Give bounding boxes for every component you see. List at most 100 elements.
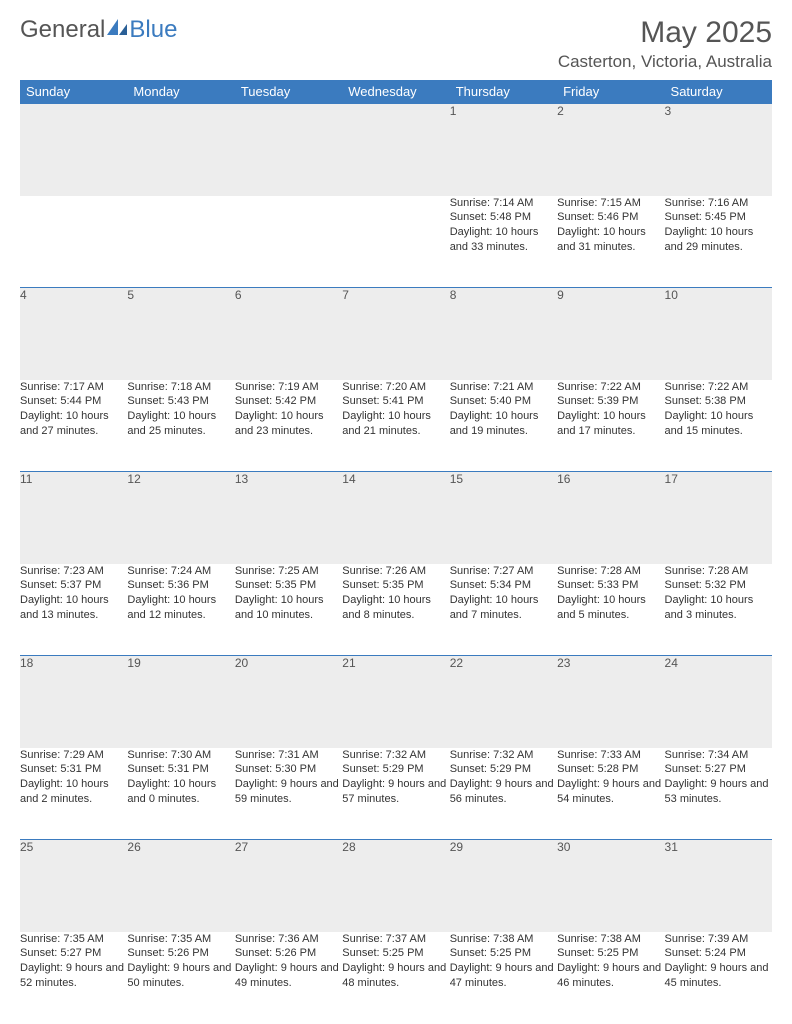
day-body-cell: Sunrise: 7:18 AMSunset: 5:43 PMDaylight:…	[127, 380, 234, 472]
sunset-line: Sunset: 5:25 PM	[342, 946, 449, 961]
daylight-line: Daylight: 9 hours and 49 minutes.	[235, 961, 342, 991]
sunrise-line: Sunrise: 7:20 AM	[342, 380, 449, 395]
day-body-row: Sunrise: 7:29 AMSunset: 5:31 PMDaylight:…	[20, 748, 772, 840]
sunrise-line: Sunrise: 7:37 AM	[342, 932, 449, 947]
sunset-line: Sunset: 5:44 PM	[20, 394, 127, 409]
sunset-line: Sunset: 5:39 PM	[557, 394, 664, 409]
sunset-line: Sunset: 5:29 PM	[450, 762, 557, 777]
daylight-line: Daylight: 9 hours and 50 minutes.	[127, 961, 234, 991]
day-number-cell: 19	[127, 656, 234, 748]
sunrise-line: Sunrise: 7:35 AM	[20, 932, 127, 947]
day-number-row: 123	[20, 104, 772, 196]
daylight-line: Daylight: 9 hours and 54 minutes.	[557, 777, 664, 807]
day-number-cell: 31	[665, 840, 772, 932]
sunrise-line: Sunrise: 7:15 AM	[557, 196, 664, 211]
daylight-line: Daylight: 9 hours and 53 minutes.	[665, 777, 772, 807]
sunrise-line: Sunrise: 7:38 AM	[557, 932, 664, 947]
sunrise-line: Sunrise: 7:27 AM	[450, 564, 557, 579]
sunset-line: Sunset: 5:33 PM	[557, 578, 664, 593]
day-body-cell: Sunrise: 7:29 AMSunset: 5:31 PMDaylight:…	[20, 748, 127, 840]
day-body-cell: Sunrise: 7:36 AMSunset: 5:26 PMDaylight:…	[235, 932, 342, 1024]
sunrise-line: Sunrise: 7:25 AM	[235, 564, 342, 579]
day-body-cell: Sunrise: 7:19 AMSunset: 5:42 PMDaylight:…	[235, 380, 342, 472]
day-number-cell	[127, 104, 234, 196]
sunset-line: Sunset: 5:41 PM	[342, 394, 449, 409]
month-title: May 2025	[558, 16, 772, 50]
sunrise-line: Sunrise: 7:17 AM	[20, 380, 127, 395]
day-number-cell	[20, 104, 127, 196]
day-number-cell: 27	[235, 840, 342, 932]
sunset-line: Sunset: 5:37 PM	[20, 578, 127, 593]
day-number-cell: 28	[342, 840, 449, 932]
day-number-cell: 15	[450, 472, 557, 564]
location: Casterton, Victoria, Australia	[558, 52, 772, 72]
daylight-line: Daylight: 10 hours and 13 minutes.	[20, 593, 127, 623]
day-body-cell	[342, 196, 449, 288]
sunset-line: Sunset: 5:28 PM	[557, 762, 664, 777]
day-header: Sunday	[20, 80, 127, 104]
daylight-line: Daylight: 9 hours and 57 minutes.	[342, 777, 449, 807]
day-number-cell: 7	[342, 288, 449, 380]
day-body-cell: Sunrise: 7:39 AMSunset: 5:24 PMDaylight:…	[665, 932, 772, 1024]
day-header: Saturday	[665, 80, 772, 104]
day-body-cell: Sunrise: 7:15 AMSunset: 5:46 PMDaylight:…	[557, 196, 664, 288]
day-body-cell: Sunrise: 7:30 AMSunset: 5:31 PMDaylight:…	[127, 748, 234, 840]
day-body-cell: Sunrise: 7:35 AMSunset: 5:27 PMDaylight:…	[20, 932, 127, 1024]
day-body-row: Sunrise: 7:23 AMSunset: 5:37 PMDaylight:…	[20, 564, 772, 656]
sunrise-line: Sunrise: 7:30 AM	[127, 748, 234, 763]
daylight-line: Daylight: 9 hours and 56 minutes.	[450, 777, 557, 807]
daylight-line: Daylight: 10 hours and 17 minutes.	[557, 409, 664, 439]
sunrise-line: Sunrise: 7:23 AM	[20, 564, 127, 579]
sunrise-line: Sunrise: 7:22 AM	[665, 380, 772, 395]
day-header: Tuesday	[235, 80, 342, 104]
day-number-cell: 17	[665, 472, 772, 564]
day-number-row: 45678910	[20, 288, 772, 380]
day-number-cell: 24	[665, 656, 772, 748]
daylight-line: Daylight: 10 hours and 15 minutes.	[665, 409, 772, 439]
day-number-row: 25262728293031	[20, 840, 772, 932]
daylight-line: Daylight: 10 hours and 21 minutes.	[342, 409, 449, 439]
sunset-line: Sunset: 5:27 PM	[665, 762, 772, 777]
sunrise-line: Sunrise: 7:34 AM	[665, 748, 772, 763]
day-body-cell	[127, 196, 234, 288]
sunset-line: Sunset: 5:40 PM	[450, 394, 557, 409]
day-number-cell: 3	[665, 104, 772, 196]
day-body-cell: Sunrise: 7:22 AMSunset: 5:38 PMDaylight:…	[665, 380, 772, 472]
sunrise-line: Sunrise: 7:22 AM	[557, 380, 664, 395]
day-body-cell: Sunrise: 7:35 AMSunset: 5:26 PMDaylight:…	[127, 932, 234, 1024]
day-number-cell: 25	[20, 840, 127, 932]
day-body-cell: Sunrise: 7:32 AMSunset: 5:29 PMDaylight:…	[450, 748, 557, 840]
day-body-cell: Sunrise: 7:26 AMSunset: 5:35 PMDaylight:…	[342, 564, 449, 656]
day-number-cell: 30	[557, 840, 664, 932]
day-body-cell: Sunrise: 7:17 AMSunset: 5:44 PMDaylight:…	[20, 380, 127, 472]
day-number-cell: 23	[557, 656, 664, 748]
daylight-line: Daylight: 10 hours and 2 minutes.	[20, 777, 127, 807]
sunset-line: Sunset: 5:46 PM	[557, 210, 664, 225]
day-number-cell: 14	[342, 472, 449, 564]
sunset-line: Sunset: 5:30 PM	[235, 762, 342, 777]
day-number-cell: 13	[235, 472, 342, 564]
daylight-line: Daylight: 10 hours and 27 minutes.	[20, 409, 127, 439]
sunset-line: Sunset: 5:25 PM	[557, 946, 664, 961]
day-number-cell: 11	[20, 472, 127, 564]
sunrise-line: Sunrise: 7:26 AM	[342, 564, 449, 579]
day-body-cell: Sunrise: 7:24 AMSunset: 5:36 PMDaylight:…	[127, 564, 234, 656]
sunrise-line: Sunrise: 7:28 AM	[557, 564, 664, 579]
day-number-cell: 2	[557, 104, 664, 196]
sunrise-line: Sunrise: 7:21 AM	[450, 380, 557, 395]
day-header: Monday	[127, 80, 234, 104]
daylight-line: Daylight: 10 hours and 12 minutes.	[127, 593, 234, 623]
day-body-cell: Sunrise: 7:20 AMSunset: 5:41 PMDaylight:…	[342, 380, 449, 472]
daylight-line: Daylight: 10 hours and 3 minutes.	[665, 593, 772, 623]
sunset-line: Sunset: 5:35 PM	[235, 578, 342, 593]
day-number-cell	[235, 104, 342, 196]
day-body-cell: Sunrise: 7:23 AMSunset: 5:37 PMDaylight:…	[20, 564, 127, 656]
sunrise-line: Sunrise: 7:38 AM	[450, 932, 557, 947]
calendar-table: SundayMondayTuesdayWednesdayThursdayFrid…	[20, 80, 772, 1024]
daylight-line: Daylight: 10 hours and 23 minutes.	[235, 409, 342, 439]
day-body-cell: Sunrise: 7:27 AMSunset: 5:34 PMDaylight:…	[450, 564, 557, 656]
header: General Blue May 2025 Casterton, Victori…	[20, 16, 772, 72]
sunrise-line: Sunrise: 7:32 AM	[342, 748, 449, 763]
day-body-cell: Sunrise: 7:38 AMSunset: 5:25 PMDaylight:…	[557, 932, 664, 1024]
day-number-cell: 16	[557, 472, 664, 564]
